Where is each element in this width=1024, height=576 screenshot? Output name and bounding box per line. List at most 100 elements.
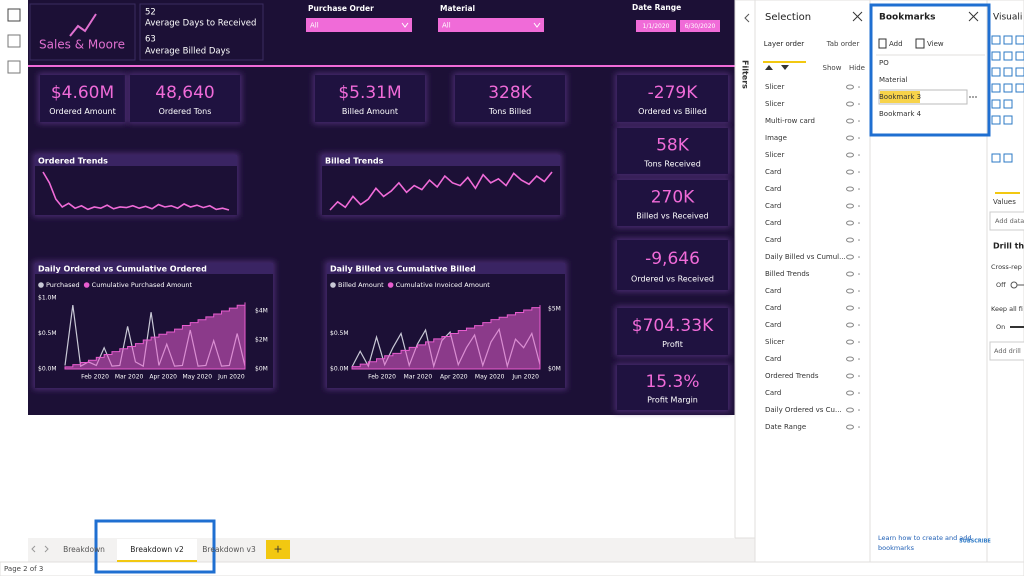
visibility-icon[interactable]: [846, 220, 854, 226]
pane-tab[interactable]: Layer order: [764, 40, 805, 48]
help-link[interactable]: Learn how to create and add: [878, 534, 972, 542]
data-view-icon[interactable]: [7, 34, 21, 48]
layer-item[interactable]: Card: [765, 219, 781, 227]
layer-item[interactable]: Card: [765, 236, 781, 244]
add-drill-well[interactable]: [989, 341, 1024, 361]
selection-pane: [754, 0, 871, 563]
setting-label: Cross-rep: [991, 263, 1022, 271]
layer-item[interactable]: Image: [765, 134, 787, 142]
visibility-icon[interactable]: [846, 322, 854, 328]
more-dots: [858, 273, 860, 275]
layer-item[interactable]: Slicer: [765, 100, 784, 108]
more-dots: [858, 324, 860, 326]
close-icon[interactable]: [852, 11, 863, 22]
date-input[interactable]: [636, 20, 676, 32]
more-options[interactable]: [969, 96, 977, 98]
dropdown-chevron: [401, 22, 409, 28]
layer-item[interactable]: Ordered Trends: [765, 372, 819, 380]
bookmark-item[interactable]: Bookmark 4: [879, 110, 922, 118]
kpi-value: -279K: [648, 83, 699, 103]
layer-item[interactable]: Date Range: [765, 423, 806, 431]
add-tab-button[interactable]: [266, 540, 290, 559]
layer-item[interactable]: Billed Trends: [765, 270, 810, 278]
layer-item[interactable]: Card: [765, 168, 781, 176]
layer-item[interactable]: Card: [765, 355, 781, 363]
visibility-icon[interactable]: [846, 186, 854, 192]
add-icon: [878, 38, 887, 49]
help-link[interactable]: bookmarks: [878, 544, 915, 552]
visibility-icon[interactable]: [846, 101, 854, 107]
more-dots: [858, 290, 860, 292]
legend-label: Cumulative Purchased Amount: [92, 281, 193, 289]
bookmark-item[interactable]: Material: [879, 76, 907, 84]
visibility-icon[interactable]: [846, 254, 854, 260]
cumulative-area: [351, 305, 541, 370]
chart-title: Daily Ordered vs Cumulative Ordered: [38, 265, 207, 274]
view-button[interactable]: View: [927, 40, 944, 48]
more-dots: [858, 392, 860, 394]
model-view-icon[interactable]: [7, 60, 21, 74]
visibility-icon[interactable]: [846, 339, 854, 345]
date-input[interactable]: [680, 20, 720, 32]
tab-scroll-left[interactable]: [31, 545, 36, 553]
visibility-icon[interactable]: [846, 305, 854, 311]
layer-item[interactable]: Card: [765, 321, 781, 329]
visibility-icon[interactable]: [846, 288, 854, 294]
move-up-icon[interactable]: [765, 65, 773, 70]
layer-item[interactable]: Daily Ordered vs Cu...: [765, 406, 842, 414]
bookmark-item[interactable]: PO: [879, 59, 889, 67]
slicer-dropdown[interactable]: [306, 18, 412, 32]
visibility-icon[interactable]: [846, 169, 854, 175]
visibility-icon[interactable]: [846, 135, 854, 141]
slicer-dropdown[interactable]: [438, 18, 544, 32]
visibility-icon[interactable]: [846, 118, 854, 124]
move-down-icon[interactable]: [781, 65, 789, 70]
page-tab[interactable]: Breakdown v3: [202, 545, 256, 554]
layer-item[interactable]: Card: [765, 304, 781, 312]
layer-item[interactable]: Slicer: [765, 338, 784, 346]
x-tick-label: Jun 2020: [511, 374, 539, 381]
add-data-well[interactable]: [989, 211, 1024, 231]
slicer-value: All: [442, 22, 451, 30]
pane-tab[interactable]: Tab order: [826, 40, 860, 48]
legend-swatch: [38, 282, 44, 288]
section-title: Drill th: [993, 242, 1024, 251]
layer-item[interactable]: Multi-row card: [765, 117, 815, 125]
page-tab[interactable]: Breakdown: [63, 545, 105, 554]
visibility-icon[interactable]: [846, 203, 854, 209]
add-tab-label[interactable]: +: [273, 543, 282, 556]
add-button[interactable]: Add: [889, 40, 903, 48]
cumulative-area: [64, 302, 246, 370]
y2-tick-label: $2M: [255, 337, 268, 344]
slicer-title: Material: [440, 4, 475, 13]
layer-item[interactable]: Slicer: [765, 83, 784, 91]
visibility-icon[interactable]: [846, 390, 854, 396]
layer-item[interactable]: Card: [765, 202, 781, 210]
visibility-icon[interactable]: [846, 356, 854, 362]
layer-item[interactable]: Card: [765, 389, 781, 397]
x-tick-label: May 2020: [475, 374, 505, 381]
layer-item[interactable]: Slicer: [765, 151, 784, 159]
visibility-icon[interactable]: [846, 373, 854, 379]
y-tick-label: $1.0M: [38, 295, 57, 302]
kpi-card: [617, 240, 728, 290]
visibility-icon[interactable]: [846, 152, 854, 158]
filters-label[interactable]: Filters: [741, 60, 750, 89]
visibility-icon[interactable]: [846, 237, 854, 243]
status-text: Page 2 of 3: [4, 565, 43, 573]
report-view-icon[interactable]: [7, 8, 21, 22]
close-icon[interactable]: [968, 11, 979, 22]
layer-item[interactable]: Daily Billed vs Cumul...: [765, 253, 846, 261]
highlight-box: [869, 3, 991, 137]
page-tab[interactable]: Breakdown v2: [130, 545, 184, 554]
visibility-icon[interactable]: [846, 407, 854, 413]
visibility-icon[interactable]: [846, 271, 854, 277]
visibility-icon[interactable]: [846, 84, 854, 90]
visibility-icon[interactable]: [846, 424, 854, 430]
collapse-arrow[interactable]: [744, 13, 750, 23]
bookmark-item[interactable]: Bookmark 3: [879, 93, 921, 101]
layer-item[interactable]: Card: [765, 287, 781, 295]
tab-scroll-right[interactable]: [44, 545, 49, 553]
layer-item[interactable]: Card: [765, 185, 781, 193]
